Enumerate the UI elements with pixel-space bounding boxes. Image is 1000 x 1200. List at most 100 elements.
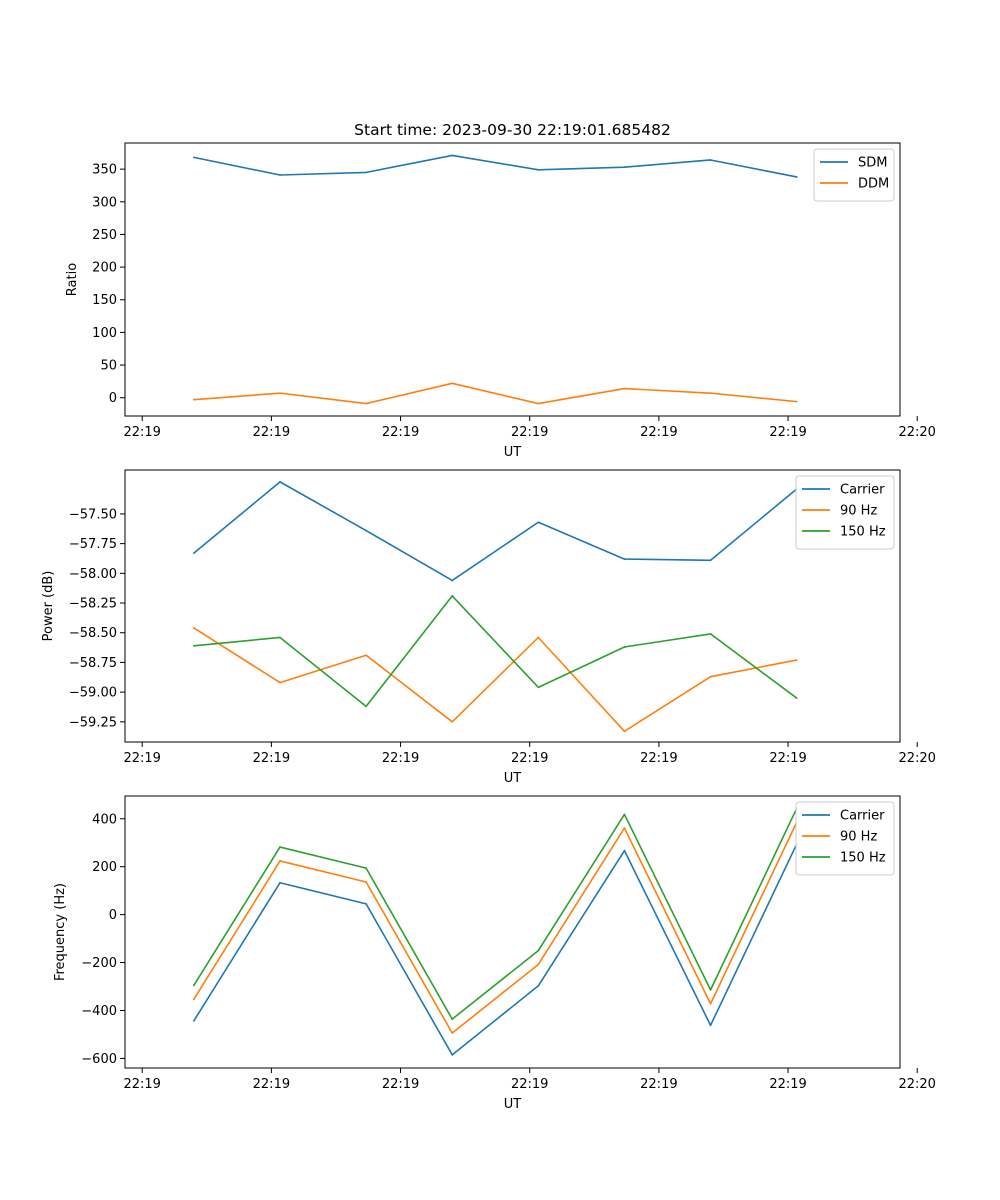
data-point [709, 159, 712, 161]
y-tick-label: 0 [109, 908, 117, 923]
x-tick-label: 22:19 [123, 751, 160, 766]
series-line-ddm [193, 382, 797, 405]
y-tick-label: −600 [81, 1052, 117, 1067]
data-point [451, 154, 454, 157]
data-point [451, 1053, 454, 1056]
data-point [365, 867, 368, 870]
x-tick-label: 22:19 [253, 751, 290, 766]
data-point [279, 174, 281, 176]
data-point [537, 963, 540, 966]
series-line-sdm [193, 154, 797, 178]
x-tick-label: 22:20 [898, 425, 935, 440]
y-tick-label: −59.25 [69, 715, 117, 730]
y-tick-label: 50 [100, 359, 117, 374]
data-point [537, 402, 540, 405]
data-point [537, 984, 540, 987]
data-point [365, 705, 368, 708]
y-tick-label: −58.50 [69, 626, 117, 641]
data-point [623, 849, 626, 852]
x-tick-label: 22:19 [123, 1077, 160, 1092]
y-tick-label: 300 [92, 195, 117, 210]
data-point [623, 813, 626, 816]
data-point [192, 998, 195, 1001]
legend-label: 90 Hz [840, 504, 877, 519]
data-point [537, 521, 540, 524]
data-point [537, 636, 540, 639]
y-tick-label: −58.00 [69, 567, 117, 582]
x-tick-label: 22:19 [511, 751, 548, 766]
x-tick-label: 22:19 [382, 751, 419, 766]
data-point [623, 387, 626, 390]
data-point [623, 166, 626, 169]
data-point [451, 382, 454, 385]
y-tick-label: −58.75 [69, 656, 117, 671]
chart-title: Start time: 2023-09-30 22:19:01.685482 [354, 121, 671, 139]
x-tick-label: 22:19 [769, 1077, 806, 1092]
data-point [709, 675, 712, 678]
x-tick-label: 22:19 [123, 425, 160, 440]
data-point [279, 480, 281, 483]
legend-label: Carrier [840, 809, 885, 824]
y-tick-label: 150 [92, 293, 117, 308]
legend-label: SDM [858, 156, 887, 171]
data-point [795, 697, 798, 699]
data-point [365, 654, 368, 657]
x-axis-label: UT [504, 771, 522, 786]
x-tick-label: 22:19 [640, 751, 677, 766]
x-axis-label: UT [504, 445, 522, 460]
series-line-carrier [193, 481, 798, 582]
y-axis-label: Power (dB) [41, 571, 56, 642]
data-point [623, 646, 626, 648]
data-point [451, 1018, 454, 1021]
y-tick-label: −57.50 [69, 507, 117, 522]
data-point [192, 984, 195, 987]
data-point [365, 402, 368, 405]
data-point [365, 529, 368, 532]
data-point [795, 659, 798, 661]
y-tick-label: 250 [92, 228, 117, 243]
data-point [192, 627, 195, 629]
y-axis-label: Ratio [65, 263, 80, 296]
legend-label: DDM [858, 177, 889, 192]
data-point [795, 400, 798, 403]
data-point [192, 644, 195, 647]
y-tick-label: −58.25 [69, 597, 117, 612]
data-point [279, 860, 281, 862]
series-line-150-hz [193, 808, 798, 1020]
data-point [192, 1019, 195, 1022]
data-point [537, 168, 540, 171]
data-point [623, 827, 626, 830]
data-point [709, 1024, 712, 1027]
axes-frame-2 [124, 469, 901, 743]
y-tick-label: −59.00 [69, 686, 117, 701]
y-tick-label: −57.75 [69, 537, 117, 552]
x-tick-label: 22:19 [382, 425, 419, 440]
data-point [451, 595, 454, 597]
data-point [279, 681, 281, 684]
series-line-carrier [193, 843, 798, 1056]
x-tick-label: 22:19 [382, 1077, 419, 1092]
data-point [623, 558, 626, 560]
y-tick-label: 200 [92, 860, 117, 875]
data-point [279, 636, 281, 639]
legend-label: 150 Hz [840, 525, 886, 540]
x-tick-label: 22:20 [898, 1077, 935, 1092]
y-tick-label: 100 [92, 326, 117, 341]
x-tick-label: 22:20 [898, 751, 935, 766]
legend-label: Carrier [840, 483, 885, 498]
data-point [709, 1002, 712, 1005]
y-tick-label: 200 [92, 261, 117, 276]
data-point [795, 176, 798, 178]
x-tick-label: 22:19 [769, 751, 806, 766]
data-point [709, 392, 712, 395]
series-line-90-hz [193, 627, 797, 733]
x-tick-label: 22:19 [253, 425, 290, 440]
y-tick-label: 400 [92, 812, 117, 827]
y-tick-label: −400 [81, 1004, 117, 1019]
data-point [537, 686, 540, 689]
data-point [623, 730, 626, 733]
y-axis-label: Frequency (Hz) [53, 883, 68, 981]
x-tick-label: 22:19 [511, 425, 548, 440]
data-point [192, 398, 195, 401]
